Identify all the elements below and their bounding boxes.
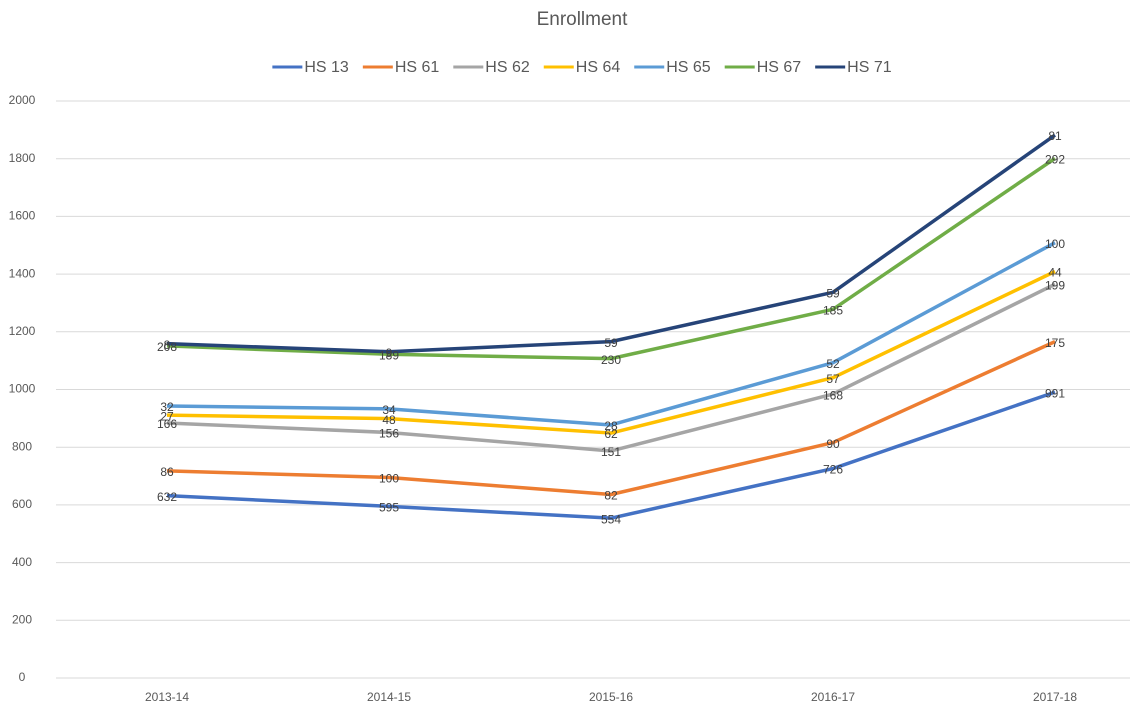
legend-label: HS 67: [757, 59, 802, 76]
data-label: 86: [160, 465, 174, 479]
legend-item: HS 62: [453, 59, 530, 76]
data-label: 82: [604, 489, 618, 503]
y-tick-label: 400: [12, 555, 32, 569]
data-label: 554: [601, 512, 621, 526]
data-label: 90: [826, 437, 840, 451]
labels: 632 595 554 726 991 86 100 82 90 175 166 156 151 168 1…: [157, 129, 1065, 526]
line: [166, 133, 1057, 354]
y-tick-label: 600: [12, 497, 32, 511]
y-tick-label: 2000: [9, 93, 36, 107]
data-label: 100: [379, 472, 399, 486]
line: [166, 156, 1056, 361]
data-label: 8: [164, 338, 171, 352]
lines: [166, 133, 1057, 520]
data-label: 52: [826, 357, 840, 371]
y-tick-label: 1800: [9, 151, 36, 165]
line: [166, 269, 1056, 435]
legend-label: HS 71: [847, 59, 892, 76]
data-label: 81: [1048, 129, 1062, 143]
data-label: 208: [157, 340, 177, 354]
x-tick-label: 2014-15: [367, 690, 411, 704]
y-tick-label: 1200: [9, 324, 36, 338]
data-label: 32: [160, 400, 174, 414]
data-label: 726: [823, 463, 843, 477]
data-label: 595: [379, 501, 399, 515]
data-label: 44: [1048, 266, 1062, 280]
legend-label: HS 65: [666, 59, 711, 76]
data-label: 991: [1045, 386, 1065, 400]
line: [166, 282, 1056, 453]
data-label: 175: [1045, 336, 1065, 350]
line: [166, 390, 1056, 520]
x-tick-label: 2013-14: [145, 690, 189, 704]
legend-item: HS 71: [815, 59, 892, 76]
x-tick-label: 2016-17: [811, 690, 855, 704]
data-label: 57: [826, 372, 840, 386]
data-label: 292: [1045, 153, 1065, 167]
data-label: 185: [823, 303, 843, 317]
data-label: 168: [823, 388, 843, 402]
y-tick-label: 1400: [9, 266, 36, 280]
y-tick-label: 200: [12, 612, 32, 626]
line: [166, 241, 1056, 427]
legend-label: HS 64: [576, 59, 621, 76]
data-label: 199: [1045, 278, 1065, 292]
legend-item: HS 65: [634, 59, 711, 76]
legend-label: HS 13: [304, 59, 349, 76]
data-label: 34: [382, 403, 396, 417]
data-label: 62: [604, 427, 618, 441]
line: [166, 340, 1056, 497]
data-label: 9: [386, 346, 393, 360]
x-tick-label: 2017-18: [1033, 690, 1077, 704]
legend-item: HS 67: [724, 59, 802, 76]
data-label: 632: [157, 490, 177, 504]
y-tick-label: 1600: [9, 209, 36, 223]
data-label: 230: [601, 353, 621, 367]
y-tick-label: 1000: [9, 382, 36, 396]
legend-item: HS 61: [362, 59, 440, 76]
data-label: 189: [379, 348, 399, 362]
data-label: 27: [160, 409, 174, 423]
data-label: 156: [379, 427, 399, 441]
chart-title: Enrollment: [537, 9, 629, 30]
data-label: 59: [604, 336, 618, 350]
y-tick-label: 800: [12, 439, 32, 453]
data-label: 166: [157, 417, 177, 431]
data-label: 100: [1045, 237, 1065, 251]
legend-item: HS 64: [543, 59, 621, 76]
legend-item: HS 13: [272, 59, 349, 76]
data-label: 59: [826, 286, 840, 300]
grid: [56, 100, 1130, 679]
data-label: 48: [382, 413, 396, 427]
data-label: 151: [601, 445, 621, 459]
legend-label: HS 61: [395, 59, 440, 76]
legend: HS 13 HS 61 HS 62 HS 64 HS 65 HS 67 HS 71: [272, 59, 892, 76]
x-tick-label: 2015-16: [589, 690, 633, 704]
legend-label: HS 62: [485, 59, 530, 76]
y-tick-label: 0: [19, 670, 26, 684]
data-label: 28: [604, 419, 618, 433]
